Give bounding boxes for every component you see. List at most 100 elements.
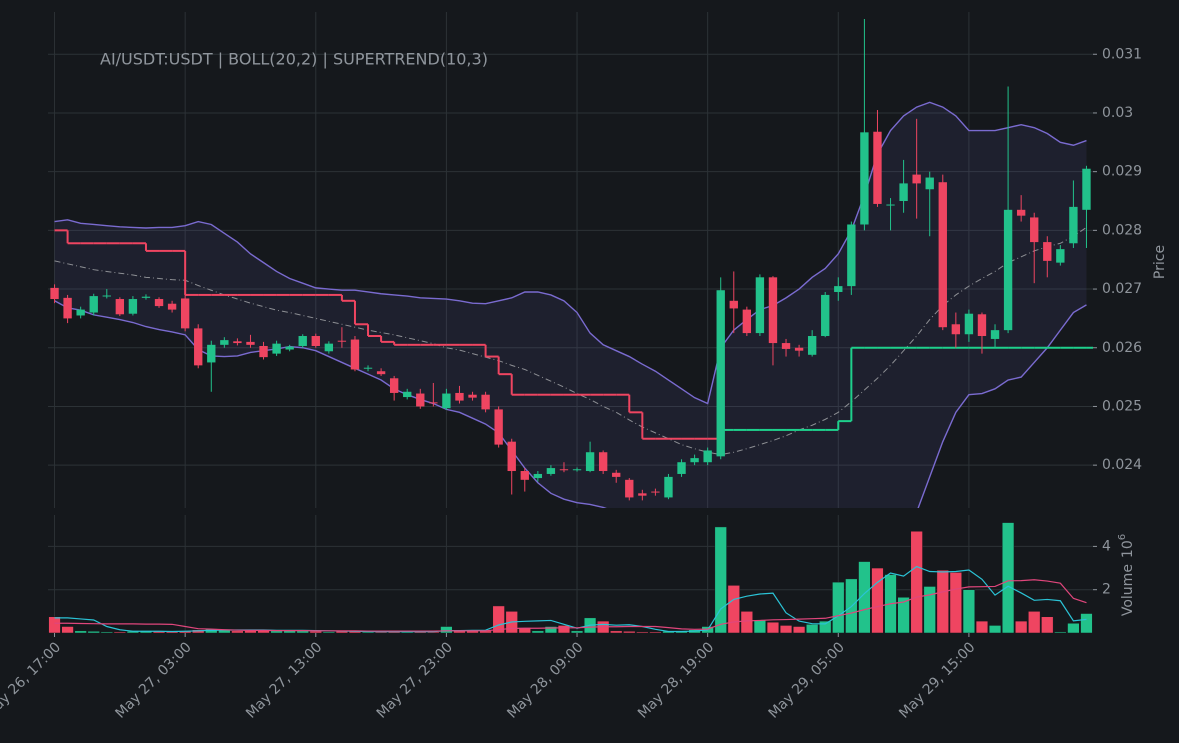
volume-bar — [714, 526, 727, 633]
volume-bar — [1067, 623, 1080, 633]
candle-body — [416, 393, 425, 407]
y-tick-label: 2 — [1102, 582, 1111, 598]
volume-bar — [492, 605, 505, 633]
y-tick-label: 0.025 — [1102, 398, 1142, 414]
candle-body — [964, 313, 974, 335]
volume-bar — [832, 581, 845, 633]
candle-body — [742, 309, 752, 334]
volume-bar — [923, 586, 936, 633]
candle-body — [481, 394, 490, 410]
band-line — [54, 300, 1087, 508]
candle-body — [873, 131, 882, 204]
volume-bar — [74, 630, 87, 633]
candle-body — [363, 367, 373, 369]
candle-body — [324, 343, 334, 352]
band-fill — [54, 102, 1087, 508]
candle-body — [272, 343, 281, 354]
y-tick-label: 0.027 — [1102, 281, 1142, 297]
price-panel — [50, 19, 1093, 508]
volume-bar — [949, 572, 962, 633]
volume-bar — [636, 631, 649, 633]
y-tick-label: 0.029 — [1102, 164, 1142, 180]
volume-bar — [557, 625, 571, 633]
candle-body — [403, 391, 412, 398]
candle-body — [233, 341, 242, 344]
candle-body — [899, 183, 908, 202]
candle-body — [220, 340, 229, 345]
candle-body — [651, 491, 660, 493]
candle-body — [938, 182, 947, 328]
candle-body — [285, 346, 294, 350]
volume-bar — [1054, 631, 1067, 633]
candle-body — [1030, 217, 1039, 243]
candle-body — [781, 343, 791, 349]
candle-body — [376, 371, 386, 375]
volume-bar — [283, 629, 296, 633]
candle-body — [664, 476, 673, 498]
volume-offset: 10 — [1120, 540, 1136, 558]
candle-body — [729, 300, 738, 309]
volume-bar — [1028, 611, 1041, 633]
volume-ma-line — [54, 579, 1087, 632]
candle-body — [821, 294, 830, 337]
candle-body — [677, 462, 686, 474]
volume-bar — [727, 585, 740, 633]
candle-body — [507, 441, 516, 472]
band-line — [54, 227, 1087, 456]
volume-bar — [87, 631, 100, 633]
candle-body — [298, 336, 307, 346]
candle-body — [625, 479, 634, 498]
candle-body — [259, 345, 268, 358]
volume-bar — [779, 625, 793, 633]
volume-bar — [610, 630, 623, 633]
candle-body — [180, 298, 190, 329]
volume-axis-label: Volume 106 — [1117, 534, 1136, 616]
volume-offset-exponent: 6 — [1117, 534, 1128, 540]
candle-body — [546, 468, 556, 474]
candle-body — [468, 394, 477, 398]
volume-bar — [753, 619, 767, 633]
volume-bar — [766, 621, 780, 633]
candle-body — [1082, 168, 1091, 210]
volume-bar — [740, 611, 753, 633]
volume-bar — [988, 625, 1002, 633]
candle-body — [1056, 249, 1065, 263]
candle-body — [1069, 206, 1078, 244]
volume-bar — [897, 597, 910, 633]
candle-body — [690, 458, 699, 463]
volume-bar — [518, 627, 531, 633]
candle-body — [167, 303, 177, 310]
candle-body — [912, 174, 921, 184]
candle-body — [89, 296, 98, 313]
candle-body — [834, 286, 843, 292]
candle-body — [194, 328, 203, 366]
volume-bar — [871, 567, 884, 633]
candle-body — [886, 204, 895, 206]
candle-body — [494, 409, 503, 445]
candle-body — [520, 471, 529, 480]
volume-bar — [792, 626, 806, 633]
candle-body — [807, 336, 817, 355]
candle-body — [246, 341, 255, 345]
y-tick-label: 0.024 — [1102, 457, 1142, 473]
volume-bar — [1015, 620, 1028, 633]
volume-bar — [322, 631, 335, 633]
volume-bar — [531, 630, 544, 633]
candle-body — [716, 290, 725, 457]
volume-bar — [544, 626, 558, 633]
volume-bar — [649, 631, 662, 633]
candle-body — [925, 177, 934, 190]
y-tick-label: 0.03 — [1102, 105, 1133, 121]
volume-bar — [623, 631, 636, 633]
candle-body — [311, 336, 320, 346]
candle-body — [76, 309, 85, 316]
y-axis-label: Price — [1152, 245, 1168, 279]
candle-body — [703, 450, 712, 463]
candle-body — [847, 224, 856, 287]
candle-body — [337, 340, 347, 342]
candle-body — [990, 330, 1000, 339]
candle-body — [207, 344, 216, 363]
volume-bar — [100, 631, 113, 633]
y-tick-label: 0.028 — [1102, 222, 1142, 238]
